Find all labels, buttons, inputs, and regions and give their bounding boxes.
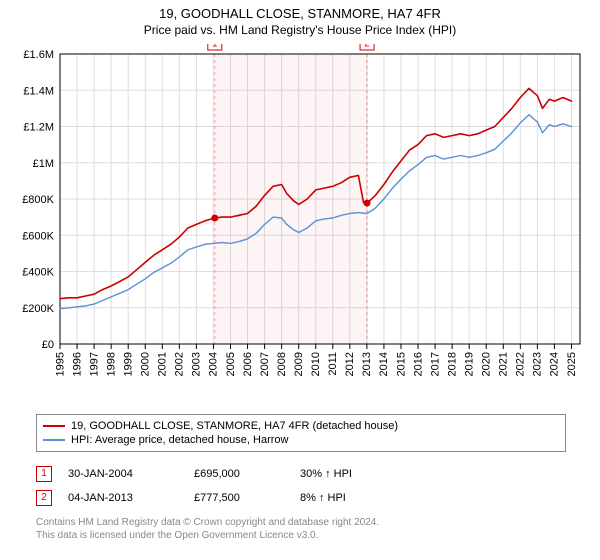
legend-swatch [43, 439, 65, 441]
svg-text:2023: 2023 [532, 352, 544, 376]
sale-hpi-delta: 8% ↑ HPI [300, 492, 410, 504]
svg-text:2021: 2021 [498, 352, 510, 376]
svg-text:2016: 2016 [412, 352, 424, 376]
svg-text:£1.6M: £1.6M [23, 49, 54, 61]
svg-text:2010: 2010 [310, 352, 322, 376]
svg-text:2006: 2006 [242, 352, 254, 376]
legend-swatch [43, 425, 65, 427]
svg-text:2000: 2000 [140, 352, 152, 376]
sale-marker-box: 2 [36, 490, 52, 506]
svg-text:£400K: £400K [22, 267, 54, 279]
svg-text:2012: 2012 [344, 352, 356, 376]
svg-text:£0: £0 [42, 339, 54, 351]
svg-text:£200K: £200K [22, 303, 54, 315]
svg-text:2024: 2024 [549, 352, 561, 376]
chart-title: 19, GOODHALL CLOSE, STANMORE, HA7 4FR [0, 0, 600, 21]
svg-text:2020: 2020 [481, 352, 493, 376]
legend-item: 19, GOODHALL CLOSE, STANMORE, HA7 4FR (d… [43, 419, 559, 433]
svg-text:2025: 2025 [566, 352, 578, 376]
svg-text:1997: 1997 [88, 352, 100, 376]
sale-date: 04-JAN-2013 [68, 492, 178, 504]
svg-text:2014: 2014 [378, 352, 390, 376]
svg-text:2009: 2009 [293, 352, 305, 376]
sale-row: 2 04-JAN-2013 £777,500 8% ↑ HPI [36, 486, 566, 510]
svg-text:£800K: £800K [22, 194, 54, 206]
svg-text:2017: 2017 [429, 352, 441, 376]
svg-text:£1M: £1M [33, 158, 54, 170]
svg-text:2001: 2001 [157, 352, 169, 376]
sales-table: 1 30-JAN-2004 £695,000 30% ↑ HPI 2 04-JAN-201… [36, 462, 566, 510]
footer-line-1: Contains HM Land Registry data © Crown c… [36, 516, 566, 529]
legend-item: HPI: Average price, detached house, Harr… [43, 433, 559, 447]
sale-hpi-delta: 30% ↑ HPI [300, 468, 410, 480]
svg-text:1998: 1998 [105, 352, 117, 376]
sale-row: 1 30-JAN-2004 £695,000 30% ↑ HPI [36, 462, 566, 486]
sale-marker-box: 1 [36, 466, 52, 482]
svg-text:£600K: £600K [22, 230, 54, 242]
sale-price: £777,500 [194, 492, 284, 504]
svg-text:£1.2M: £1.2M [23, 122, 54, 134]
legend: 19, GOODHALL CLOSE, STANMORE, HA7 4FR (d… [36, 414, 566, 452]
chart-svg: £0 £200K £400K £600K £800K £1M £1.2M £1.4M £1.6M… [10, 44, 590, 404]
svg-text:2022: 2022 [515, 352, 527, 376]
legend-label: 19, GOODHALL CLOSE, STANMORE, HA7 4FR (d… [71, 420, 398, 432]
svg-text:1996: 1996 [71, 352, 83, 376]
footer-attribution: Contains HM Land Registry data © Crown c… [36, 516, 566, 542]
chart-container: 19, GOODHALL CLOSE, STANMORE, HA7 4FR Pr… [0, 0, 600, 560]
sale-date: 30-JAN-2004 [68, 468, 178, 480]
svg-text:2002: 2002 [174, 352, 186, 376]
sale-price: £695,000 [194, 468, 284, 480]
svg-text:2013: 2013 [361, 352, 373, 376]
legend-label: HPI: Average price, detached house, Harr… [71, 434, 288, 446]
svg-text:1999: 1999 [122, 352, 134, 376]
svg-text:1995: 1995 [54, 352, 66, 376]
svg-text:2003: 2003 [191, 352, 203, 376]
svg-text:2008: 2008 [276, 352, 288, 376]
chart-subtitle: Price paid vs. HM Land Registry's House … [0, 21, 600, 41]
svg-text:2018: 2018 [446, 352, 458, 376]
svg-text:2: 2 [364, 44, 370, 50]
footer-line-2: This data is licensed under the Open Gov… [36, 529, 566, 542]
svg-text:2019: 2019 [463, 352, 475, 376]
svg-text:£1.4M: £1.4M [23, 85, 54, 97]
svg-text:2005: 2005 [225, 352, 237, 376]
svg-text:2007: 2007 [259, 352, 271, 376]
svg-text:1: 1 [212, 44, 218, 50]
chart-plot-area: £0 £200K £400K £600K £800K £1M £1.2M £1.4M £1.6M… [10, 44, 590, 404]
svg-text:2004: 2004 [208, 352, 220, 376]
svg-text:2011: 2011 [327, 352, 339, 376]
svg-text:2015: 2015 [395, 352, 407, 376]
